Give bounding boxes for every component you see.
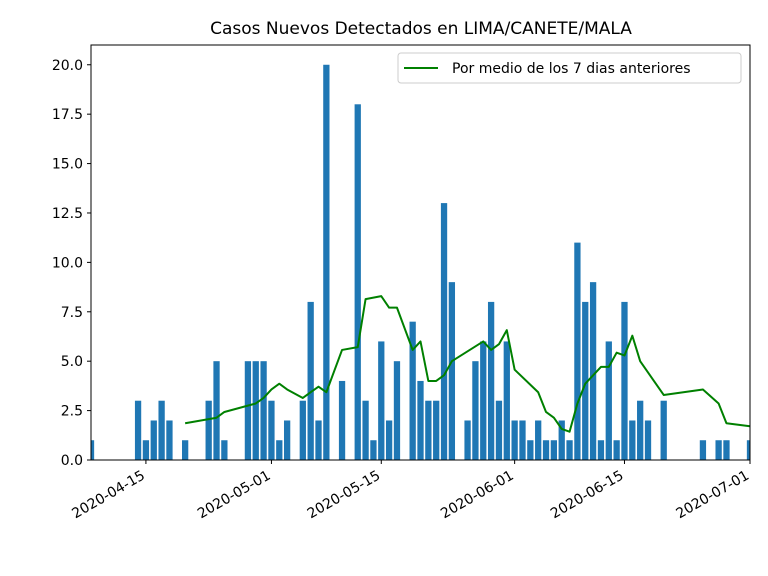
bar [597, 440, 605, 460]
bar [558, 420, 565, 460]
bar [637, 400, 644, 460]
bar [276, 440, 283, 460]
y-tick-label: 20.0 [52, 58, 83, 74]
bar [166, 420, 173, 460]
bar [487, 301, 495, 460]
bar [605, 341, 612, 460]
bar [495, 400, 503, 460]
x-tick-label: 2020-05-01 [195, 468, 273, 523]
bar [370, 440, 377, 460]
bars-layer [91, 64, 750, 460]
bar [299, 400, 306, 460]
y-tick-label: 17.5 [52, 107, 83, 123]
bar [134, 400, 142, 460]
x-tick-label: 2020-07-01 [674, 468, 752, 523]
bar [283, 420, 291, 460]
bar [644, 420, 652, 460]
bar [409, 321, 416, 460]
bar [433, 400, 440, 460]
bar [158, 400, 165, 460]
y-tick-label: 15.0 [52, 157, 83, 173]
bar [629, 420, 636, 460]
y-tick-label: 5.0 [61, 354, 83, 370]
bar [362, 400, 369, 460]
bar [268, 400, 275, 460]
x-tick-label: 2020-06-15 [548, 468, 626, 523]
bar [307, 301, 314, 460]
bar [150, 420, 157, 460]
bar [715, 440, 722, 460]
y-axis: 0.0 2.5 5.0 7.5 10.0 12.5 15.0 17.5 20.0 [52, 58, 91, 469]
y-tick-label: 7.5 [61, 305, 83, 321]
bar [472, 361, 479, 460]
bar [213, 361, 220, 460]
bar [252, 361, 259, 460]
bar [244, 361, 252, 460]
x-axis: 2020-04-15 2020-05-01 2020-05-15 2020-06-01… [69, 460, 752, 522]
x-tick-label: 2020-06-01 [438, 468, 516, 523]
x-tick-label: 2020-04-15 [69, 468, 147, 523]
bar [589, 282, 597, 460]
bar [315, 420, 322, 460]
bar [260, 361, 267, 460]
bar [699, 440, 707, 460]
y-tick-label: 2.5 [61, 404, 83, 420]
bar [582, 301, 589, 460]
bar [440, 203, 448, 460]
bar [378, 341, 385, 460]
bar [519, 420, 526, 460]
y-tick-label: 12.5 [52, 206, 83, 222]
bar [354, 104, 361, 460]
bar [91, 440, 95, 460]
chart-title: Casos Nuevos Detectados en LIMA/CANETE/M… [210, 19, 632, 39]
bar [527, 440, 534, 460]
bar [480, 341, 487, 460]
y-tick-label: 0.0 [61, 453, 83, 469]
bar [503, 341, 510, 460]
bar [621, 301, 628, 460]
bar [550, 440, 558, 460]
bar [205, 400, 212, 460]
bar [746, 440, 750, 460]
bar [385, 420, 393, 460]
bar [723, 440, 730, 460]
line-layer [184, 295, 751, 433]
bar [338, 380, 346, 460]
bar [393, 361, 401, 460]
bar [417, 380, 424, 460]
bar [660, 400, 667, 460]
bar [464, 420, 471, 460]
bar [448, 282, 456, 460]
bar [182, 440, 189, 460]
x-tick-label: 2020-05-15 [305, 468, 383, 523]
bar [142, 440, 150, 460]
bar [511, 420, 518, 460]
legend-label: Por medio de los 7 dias anteriores [452, 61, 691, 77]
plot-frame [90, 44, 751, 461]
bar [574, 242, 581, 460]
bar [613, 440, 620, 460]
legend-box [397, 52, 742, 84]
bar [535, 420, 542, 460]
series-line [184, 295, 751, 433]
bar [221, 440, 228, 460]
bar [542, 440, 550, 460]
bar [425, 400, 432, 460]
legend: Por medio de los 7 dias anteriores [397, 52, 742, 84]
bar [566, 440, 573, 460]
y-tick-label: 10.0 [52, 255, 83, 271]
bar [323, 64, 330, 460]
